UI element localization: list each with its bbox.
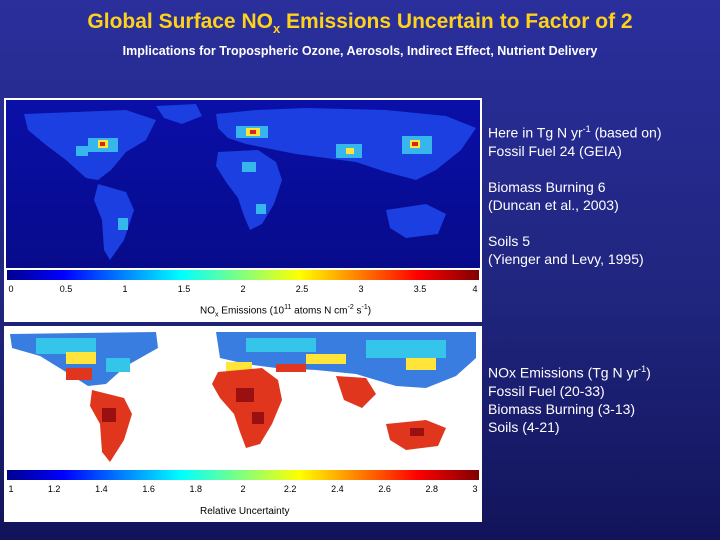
colorbar-tick-label: 1.4 bbox=[95, 484, 108, 494]
colorbar-tick-label: 2 bbox=[240, 284, 246, 294]
emissions-colorbar bbox=[7, 270, 479, 280]
colorbar-tick-label: 2.2 bbox=[283, 484, 297, 494]
colorbar-tick-label: 1.8 bbox=[189, 484, 203, 494]
colorbar-tick-label: 2.8 bbox=[425, 484, 439, 494]
emissions-notes: Here in Tg N yr-1 (based on) Fossil Fuel… bbox=[488, 120, 662, 268]
colorbar-tick-label: 3 bbox=[358, 284, 364, 294]
uncertainty-colorbar-label: Relative Uncertainty bbox=[200, 506, 290, 517]
colorbar-tick-label: 4 bbox=[472, 284, 478, 294]
colorbar-tick-label: 1.6 bbox=[142, 484, 155, 494]
soils-range: Soils (4-21) bbox=[488, 418, 560, 435]
emissions-map bbox=[6, 100, 480, 268]
colorbar-tick-label: 2.5 bbox=[295, 284, 309, 294]
notes-header: Here in Tg N yr-1 (based on) bbox=[488, 124, 662, 141]
biomass-burning-note: Biomass Burning 6 bbox=[488, 178, 606, 195]
fossil-fuel-range: Fossil Fuel (20-33) bbox=[488, 382, 605, 399]
colorbar-tick-label: 3.5 bbox=[413, 284, 427, 294]
colorbar-tick-label: 0.5 bbox=[59, 284, 73, 294]
colorbar-tick-label: 1.2 bbox=[47, 484, 61, 494]
uncertainty-notes: NOx Emissions (Tg N yr-1) Fossil Fuel (2… bbox=[488, 360, 651, 436]
soils-note: Soils 5 bbox=[488, 232, 531, 249]
colorbar-tick-label: 2 bbox=[240, 484, 246, 494]
biomass-burning-source: (Duncan et al., 2003) bbox=[488, 196, 619, 213]
emissions-map-panel: 0 0.5 1 1.5 2 2.5 3 3.5 4 NOx Emissions (1011 at… bbox=[4, 98, 482, 322]
colorbar-tick-label: 1 bbox=[8, 484, 14, 494]
soils-source: (Yienger and Levy, 1995) bbox=[488, 250, 644, 267]
uncertainty-map bbox=[6, 328, 480, 468]
colorbar-tick-label: 2.6 bbox=[378, 484, 391, 494]
fossil-fuel-note: Fossil Fuel 24 (GEIA) bbox=[488, 142, 622, 159]
colorbar-tick-label: 0 bbox=[8, 284, 14, 294]
uncertainty-map-panel: 1 1.2 1.4 1.6 1.8 2 2.2 2.4 2.6 2.8 3 Relative Unc… bbox=[4, 326, 482, 522]
colorbar-tick-label: 2.4 bbox=[331, 484, 344, 494]
slide-subtitle: Implications for Tropospheric Ozone, Aer… bbox=[122, 44, 598, 58]
emissions-colorbar-label: NOx Emissions (1011 atoms N cm-2 s-1) bbox=[200, 304, 372, 319]
uncertainty-colorbar bbox=[7, 470, 479, 480]
slide-title: Global Surface NOx Emissions Uncertain t… bbox=[87, 10, 633, 36]
colorbar-tick-label: 3 bbox=[472, 484, 478, 494]
colorbar-tick-label: 1.5 bbox=[177, 284, 191, 294]
nox-range-header: NOx Emissions (Tg N yr-1) bbox=[488, 364, 651, 381]
colorbar-tick-label: 1 bbox=[122, 284, 128, 294]
biomass-burning-range: Biomass Burning (3-13) bbox=[488, 400, 636, 417]
